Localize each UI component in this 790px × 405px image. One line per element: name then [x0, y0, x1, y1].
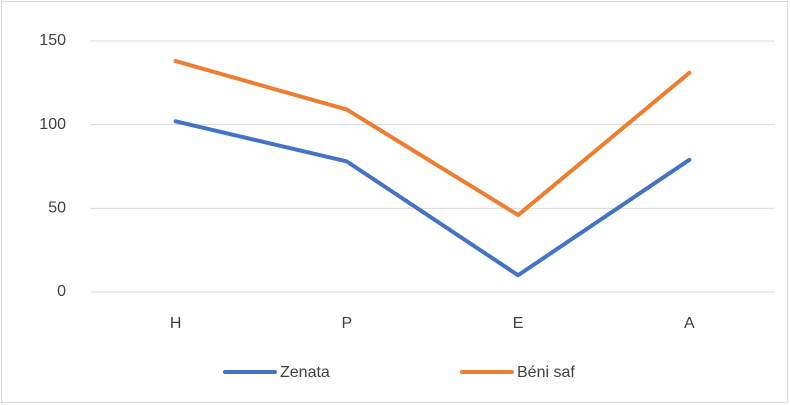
y-tick-label: 0 — [57, 283, 66, 300]
legend-label: Zenata — [280, 364, 330, 381]
y-tick-label: 50 — [48, 200, 66, 217]
y-tick-label: 100 — [39, 116, 66, 133]
x-tick-label: H — [170, 315, 182, 332]
legend-label: Béni saf — [517, 364, 575, 381]
x-tick-label: A — [684, 315, 695, 332]
series-line — [173, 119, 692, 278]
x-tick-label: E — [513, 315, 524, 332]
x-tick-label: P — [342, 315, 353, 332]
series-line — [173, 59, 692, 218]
y-tick-label: 150 — [39, 32, 66, 49]
